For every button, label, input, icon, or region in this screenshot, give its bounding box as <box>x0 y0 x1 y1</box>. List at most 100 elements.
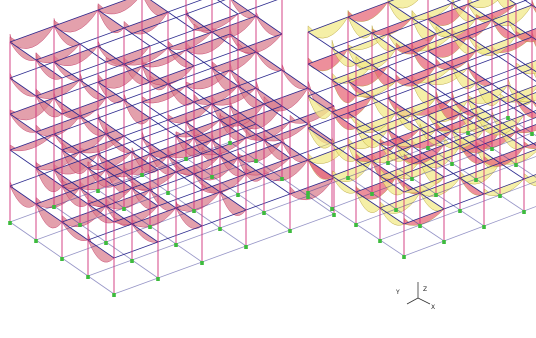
ground-beam-line <box>483 210 525 227</box>
beam-line <box>395 176 421 194</box>
beam-line <box>255 51 283 71</box>
support-marker <box>458 209 462 213</box>
beam-line <box>255 123 283 143</box>
column-group <box>9 0 335 294</box>
ground-beam-line <box>255 159 283 179</box>
support-marker <box>354 223 358 227</box>
support-marker <box>530 132 534 136</box>
beam-line <box>347 97 389 114</box>
moment-diagram-shape <box>331 160 373 183</box>
beam-line <box>331 79 357 97</box>
beam-line <box>475 131 517 148</box>
ground-beam-line <box>61 241 107 259</box>
beam-line <box>175 191 221 209</box>
ground-beam-line <box>331 192 373 209</box>
support-marker <box>434 193 438 197</box>
beam-line <box>411 34 453 51</box>
support-marker <box>466 131 470 135</box>
beam-line <box>53 9 99 27</box>
ground-beam-line <box>435 193 461 211</box>
beam-line <box>185 69 231 87</box>
beam-line <box>105 81 151 99</box>
beam-line <box>281 69 309 89</box>
beam-line <box>515 124 536 133</box>
beam-line <box>35 59 63 79</box>
beam-line <box>193 85 239 103</box>
beam-line <box>9 149 37 169</box>
beam-line <box>97 153 125 173</box>
beam-line <box>263 87 309 105</box>
beam-line <box>467 99 493 117</box>
beam-line <box>331 47 357 65</box>
beam-line <box>427 50 453 68</box>
beam-line <box>483 178 525 195</box>
beam-line <box>35 79 81 97</box>
beam-line <box>307 144 349 161</box>
ground-beam-line <box>53 189 99 207</box>
beam-line <box>451 130 477 148</box>
support-marker <box>498 194 502 198</box>
beam-line <box>419 192 445 210</box>
support-marker <box>402 255 406 259</box>
beam-line <box>451 0 462 4</box>
beam-line <box>281 141 309 161</box>
beam-line <box>331 175 357 193</box>
support-marker <box>288 229 292 233</box>
beam-line <box>245 193 291 211</box>
ground-beam-line <box>263 211 291 231</box>
beam-line <box>97 137 143 155</box>
beam-line <box>167 83 195 103</box>
beam-line <box>53 153 99 171</box>
beam-line <box>167 11 195 31</box>
beam-line <box>61 133 107 151</box>
beam-line <box>149 153 177 173</box>
beam-line <box>263 123 309 141</box>
beam-line <box>507 52 533 70</box>
beam-line <box>35 115 81 133</box>
beam-line <box>219 191 247 211</box>
beam-line <box>61 205 107 223</box>
beam-line <box>491 19 517 37</box>
beam-line <box>307 87 335 107</box>
beam-line <box>435 114 477 131</box>
beam-line <box>331 64 373 81</box>
ground-beam-line <box>371 192 397 210</box>
beam-line <box>387 18 429 35</box>
beam-line <box>9 133 55 151</box>
ground-beam-line <box>355 208 397 225</box>
beam-line <box>371 145 413 162</box>
beam-line <box>451 19 493 36</box>
beam-line <box>219 139 265 157</box>
beam-line <box>255 15 283 35</box>
beam-line <box>193 157 239 175</box>
beam-line <box>475 82 501 100</box>
ground-beam-line <box>35 223 81 241</box>
ground-beam-line <box>281 177 309 197</box>
beam-line <box>263 139 291 159</box>
support-marker <box>78 223 82 227</box>
beam-line <box>347 33 389 50</box>
beam-line <box>141 49 187 67</box>
ground-beam-line <box>411 162 453 179</box>
ground-beam-line <box>387 161 413 179</box>
beam-line <box>175 155 221 173</box>
beam-line <box>167 0 203 13</box>
support-marker <box>112 293 116 297</box>
beam-line <box>499 85 536 100</box>
beam-line <box>61 221 89 241</box>
ground-beam-line <box>459 194 501 211</box>
beam-line <box>347 80 373 98</box>
beam-line <box>87 223 133 241</box>
beam-line <box>97 45 125 65</box>
beam-line <box>475 3 517 20</box>
ground-beam-line <box>237 193 265 213</box>
beam-line <box>387 1 413 19</box>
beam-line <box>185 13 213 33</box>
beam-line <box>371 81 413 98</box>
beam-line <box>105 169 133 189</box>
beam-line <box>61 149 89 169</box>
beam-line <box>263 159 309 177</box>
beam-line <box>123 27 151 47</box>
moment-diagram-shape <box>531 4 536 13</box>
beam-line <box>347 1 389 18</box>
